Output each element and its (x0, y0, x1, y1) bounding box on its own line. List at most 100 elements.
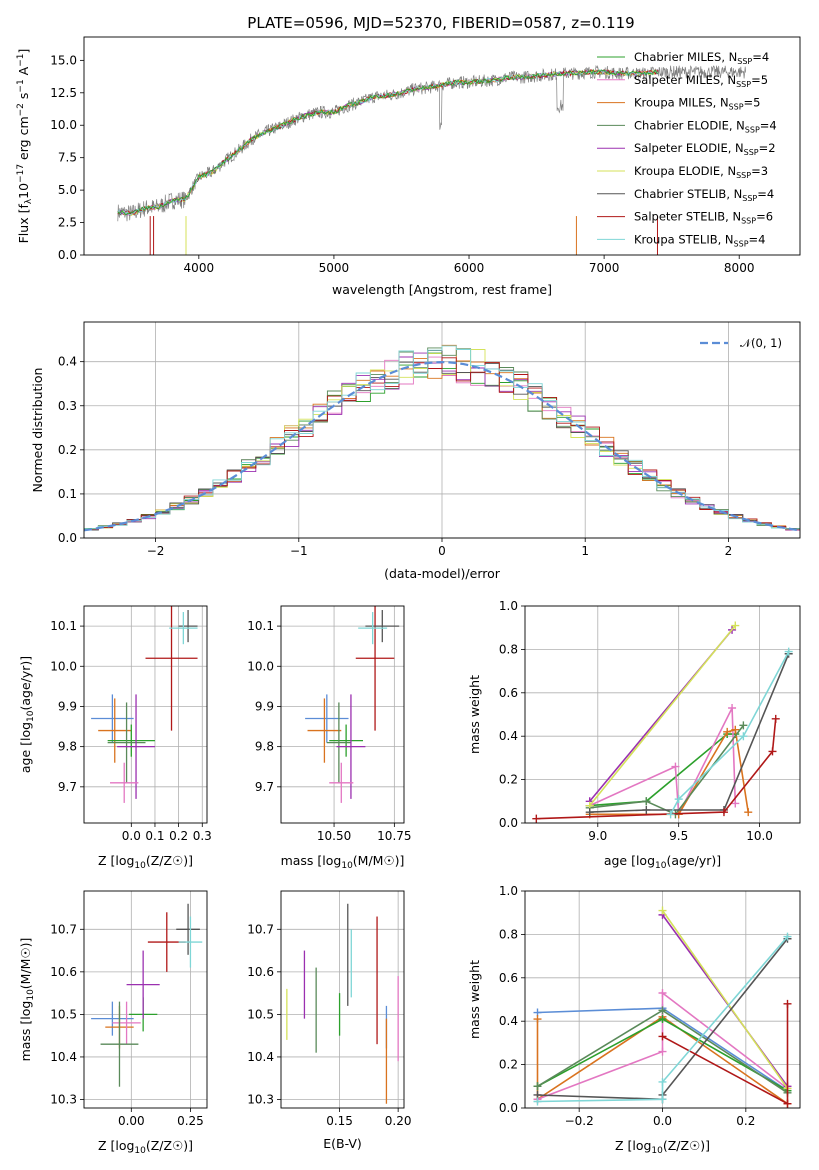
axes-frame (83, 605, 208, 824)
y-tick-label: 9.8 (58, 740, 77, 754)
errorbar-point (365, 610, 400, 643)
y-tick-label: 0.1 (58, 487, 77, 501)
legend-entry: Salpeter MILES, NSSP=5 (634, 73, 768, 89)
plus-marker (674, 795, 683, 804)
x-tick-label: 6000 (454, 261, 485, 275)
weight-series (585, 649, 793, 817)
errorbar-point (326, 702, 351, 783)
y-tick-label: 10.1 (247, 619, 274, 633)
y-tick-label: 0.4 (58, 355, 77, 369)
y-axis-label: Normed distribution (30, 368, 45, 493)
panel-weight_vs_age: 9.0 9.5 10.0 0.0 0.2 0.4 0.6 0.8 1.0 age [log10(a… (467, 599, 801, 871)
y-tick-label: 9.9 (255, 699, 274, 713)
errorbar-point (305, 694, 349, 743)
panel-weight_vs_Z: −0.2 0.0 0.2 0.0 0.2 0.4 0.6 0.8 1.0 Z [log10(Z/Z… (467, 884, 801, 1156)
y-tick-label: 9.7 (58, 780, 77, 794)
panel-residuals: −2 −1 0 1 2 0.0 0.1 0.2 0.3 0.4 (data-model)/error… (30, 321, 801, 581)
errorbar-point (178, 916, 203, 968)
y-tick-label: 7.5 (58, 151, 77, 165)
y-tick-label: 10.7 (247, 922, 274, 936)
axes-frame (83, 890, 208, 1109)
errorbar-point (107, 702, 146, 783)
panel-mass_vs_Z: 0.00 0.25 10.3 10.4 10.5 10.6 10.7 Z [log10(Z/Z… (18, 890, 208, 1156)
y-tick-label: 12.5 (50, 86, 77, 100)
weight-series (585, 621, 740, 810)
plus-marker (783, 1099, 792, 1108)
errorbar-point (91, 694, 134, 743)
plus-marker (658, 1015, 667, 1024)
legend-entry: Salpeter ELODIE, NSSP=2 (634, 141, 776, 157)
x-tick-label: −0.2 (565, 1114, 594, 1128)
errorbar-point (329, 724, 363, 757)
y-tick-label: 2.5 (58, 216, 77, 230)
model-spectrum (117, 69, 659, 216)
plus-marker (533, 1015, 542, 1024)
x-tick-label: 8000 (724, 261, 755, 275)
plus-marker (642, 797, 651, 806)
errorbar-point (117, 694, 155, 799)
errorbar-point (358, 612, 388, 645)
x-tick-label: 0.2 (736, 1114, 755, 1128)
y-tick-label: 0.2 (58, 443, 77, 457)
legend-entry: Kroupa MILES, NSSP=5 (634, 96, 760, 112)
y-tick-label: 15.0 (50, 53, 77, 67)
axes-frame (524, 605, 801, 824)
legend-entry: Kroupa STELIB, NSSP=4 (634, 232, 765, 248)
plus-marker (768, 747, 777, 756)
y-tick-label: 0.0 (499, 816, 518, 830)
plus-marker (771, 714, 780, 723)
y-tick-label: 0.8 (499, 927, 518, 941)
y-axis-label: Flux [fλ10−17 erg cm−2 s−1 A−1] (16, 49, 34, 244)
y-tick-label: 10.6 (50, 965, 77, 979)
axes-frame (524, 890, 801, 1109)
plus-marker (658, 1006, 667, 1015)
model-spectrum (117, 69, 659, 216)
plus-marker (723, 727, 732, 736)
weight-series (666, 647, 793, 819)
plus-marker (783, 932, 792, 941)
legend-entry: Chabrier STELIB, NSSP=4 (634, 187, 774, 203)
errorbar-point (107, 724, 155, 757)
x-tick-label: −1 (290, 544, 308, 558)
model-spectrum (117, 69, 659, 216)
y-tick-label: 0.0 (499, 1101, 518, 1115)
x-tick-label: −2 (147, 544, 165, 558)
x-tick-label: 5000 (319, 261, 350, 275)
y-tick-label: 0.8 (499, 642, 518, 656)
x-tick-label: 0.00 (118, 1114, 145, 1128)
x-tick-label: 10.75 (377, 829, 411, 843)
plus-marker (739, 721, 748, 730)
y-tick-label: 1.0 (499, 884, 518, 898)
plus-marker (666, 810, 675, 819)
panel-age_vs_mass: 10.50 10.75 9.7 9.8 9.9 10.0 10.1 mass [log10(M… (247, 605, 412, 871)
x-axis-label: Z [log10(Z/Z☉)] (98, 853, 193, 871)
y-tick-label: 10.4 (50, 1050, 77, 1064)
y-tick-label: 1.0 (499, 599, 518, 613)
x-axis-label: mass [log10(M/M☉)] (281, 853, 405, 871)
x-tick-label: 0 (438, 544, 446, 558)
spectrum-legend: Chabrier MILES, NSSP=4 Salpeter MILES, NS… (597, 50, 777, 248)
legend-entry: Salpeter STELIB, NSSP=6 (634, 210, 773, 226)
y-tick-label: 10.5 (247, 1007, 274, 1021)
y-tick-label: 10.3 (247, 1092, 274, 1106)
plus-marker (658, 1077, 667, 1086)
y-tick-label: 9.8 (255, 740, 274, 754)
x-tick-label: 0.2 (169, 829, 188, 843)
errorbar-point (126, 950, 160, 1019)
x-tick-label: 0.20 (385, 1114, 412, 1128)
y-axis-label: mass [log10(M/M☉)] (18, 938, 36, 1062)
x-tick-label: 10.0 (746, 829, 773, 843)
errorbar-point (169, 612, 198, 645)
errorbar-point (336, 694, 366, 799)
y-tick-label: 0.6 (499, 971, 518, 985)
legend-entry: Chabrier MILES, NSSP=4 (634, 50, 769, 66)
x-tick-label: 0.0 (122, 829, 141, 843)
plus-marker (719, 808, 728, 817)
model-spectrum (117, 69, 659, 217)
y-axis-label: mass weight (467, 675, 482, 754)
y-tick-label: 0.4 (499, 1014, 518, 1028)
x-tick-label: 2 (725, 544, 733, 558)
plus-marker (658, 988, 667, 997)
plus-marker (731, 799, 740, 808)
